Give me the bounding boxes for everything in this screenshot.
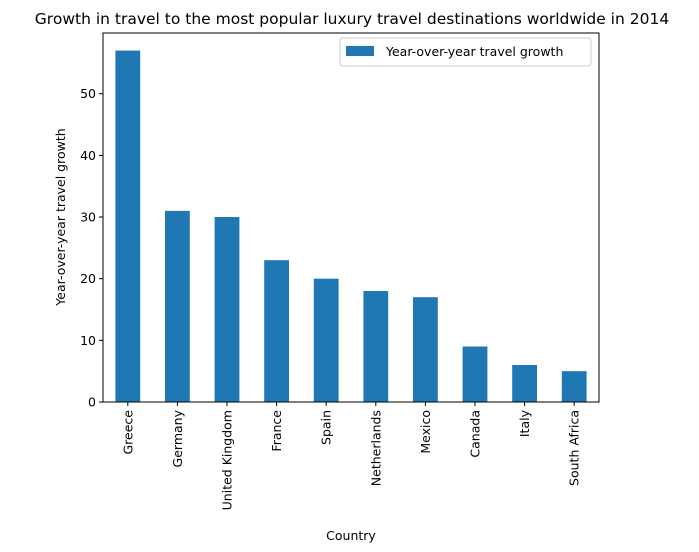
bar	[214, 217, 240, 402]
x-axis: Greece Germany United Kingdom France Spain Ne…	[120, 402, 582, 510]
x-tick-label: France	[269, 410, 284, 452]
x-tick-label: Canada	[468, 410, 483, 458]
legend: Year-over-year travel growth	[339, 37, 592, 67]
y-tick-label: 10	[80, 333, 96, 348]
x-tick-label: South Africa	[567, 410, 582, 486]
y-tick-label: 20	[80, 271, 96, 286]
plot-frame	[102, 32, 600, 403]
legend-box	[339, 37, 592, 67]
x-tick-label: Germany	[170, 409, 185, 467]
y-tick-label: 0	[88, 395, 96, 410]
bar	[462, 346, 488, 402]
chart-title: Growth in travel to the most popular lux…	[35, 10, 669, 28]
x-axis-label: Country	[326, 528, 376, 543]
bar	[115, 50, 141, 402]
y-tick-label: 50	[80, 86, 96, 101]
y-tick-label: 40	[80, 148, 96, 163]
x-tick-label: Spain	[319, 410, 334, 445]
bar	[165, 210, 190, 402]
bar	[413, 297, 438, 402]
y-axis-label: Year-over-year travel growth	[53, 128, 68, 306]
x-tick-label: Mexico	[418, 410, 433, 454]
bar	[561, 371, 587, 402]
bar	[363, 291, 389, 402]
bar	[512, 365, 537, 402]
y-axis: 0 10 20 30 40 50	[80, 86, 103, 410]
bars-group	[115, 50, 587, 402]
y-tick-label: 30	[80, 210, 96, 225]
x-tick-label: Netherlands	[368, 410, 383, 486]
x-tick-label: Greece	[120, 410, 135, 455]
legend-swatch	[346, 46, 374, 56]
bar	[313, 278, 339, 402]
legend-label: Year-over-year travel growth	[385, 44, 563, 59]
x-tick-label: Italy	[517, 409, 532, 437]
bar	[264, 260, 289, 402]
x-tick-label: United Kingdom	[220, 410, 235, 510]
